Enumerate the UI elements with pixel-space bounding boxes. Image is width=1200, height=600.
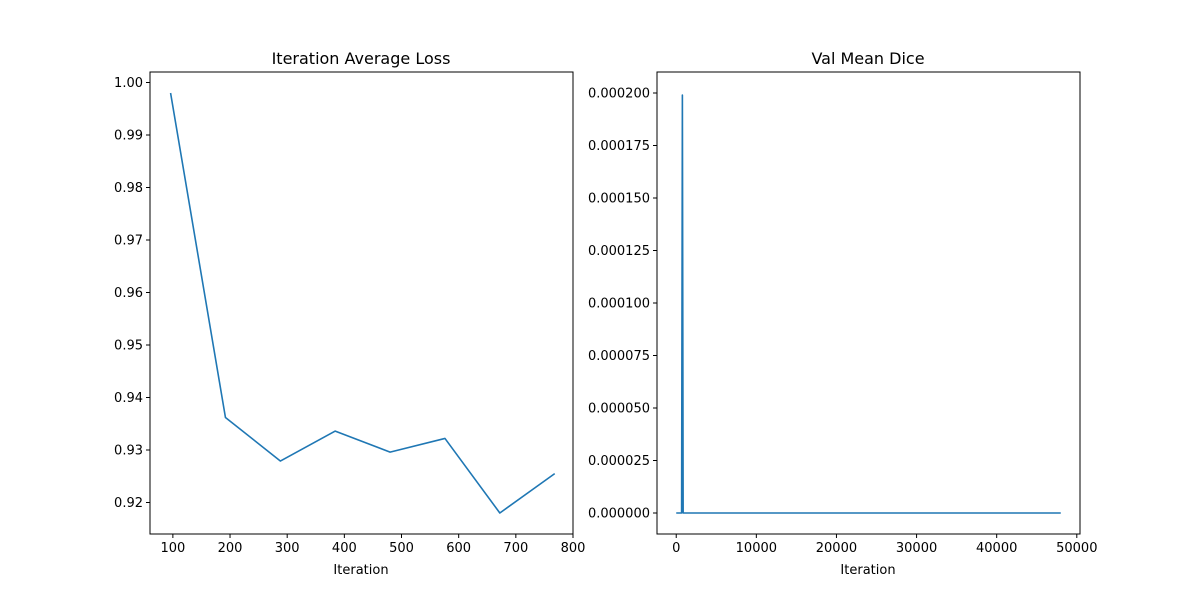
dice-x-tick-label: 40000 — [976, 541, 1017, 556]
loss-y-tick-label: 0.97 — [114, 234, 143, 249]
dice-y-tick-label: 0.000100 — [588, 297, 650, 312]
loss-y-tick-label: 1.00 — [114, 76, 143, 91]
dice-x-tick-label: 50000 — [1056, 541, 1097, 556]
dice-y-axis: 0.000000 0.000025 0.000050 0.000075 0.000100… — [588, 87, 657, 522]
dice-y-tick-label: 0.000050 — [588, 402, 650, 417]
dice-x-tick-label: 0 — [672, 541, 680, 556]
loss-x-tick-label: 300 — [275, 541, 300, 556]
loss-x-tick-label: 800 — [561, 541, 586, 556]
dice-x-tick-label: 30000 — [896, 541, 937, 556]
dice-x-axis-label: Iteration — [840, 563, 895, 578]
dice-y-tick-label: 0.000125 — [588, 244, 650, 259]
loss-x-tick-label: 400 — [332, 541, 357, 556]
loss-plot-frame — [149, 71, 574, 535]
dice-subplot: Val Mean Dice 0 10000 20000 30000 40000 50000… — [588, 49, 1098, 578]
loss-y-tick-label: 0.99 — [114, 129, 143, 144]
loss-chart-title: Iteration Average Loss — [272, 49, 451, 68]
loss-y-tick-label: 0.98 — [114, 181, 143, 196]
loss-x-tick-label: 500 — [389, 541, 414, 556]
loss-series-layer — [169, 92, 556, 514]
dice-series-layer — [676, 94, 1061, 514]
loss-y-tick-label: 0.96 — [114, 286, 143, 301]
loss-series-line — [169, 92, 556, 514]
loss-y-tick-label: 0.93 — [114, 444, 143, 459]
loss-x-tick-label: 700 — [503, 541, 528, 556]
loss-y-axis: 0.92 0.93 0.94 0.95 0.96 0.97 0.98 0.99 1.00 — [114, 76, 150, 511]
loss-x-axis-label: Iteration — [333, 563, 388, 578]
loss-y-tick-label: 0.95 — [114, 339, 143, 354]
dice-series-line — [676, 94, 1061, 514]
loss-subplot: Iteration Average Loss 100 200 300 400 500 60… — [114, 49, 585, 578]
loss-y-tick-label: 0.94 — [114, 391, 143, 406]
dice-y-tick-label: 0.000075 — [588, 349, 650, 364]
dice-x-tick-label: 20000 — [816, 541, 857, 556]
dice-y-tick-label: 0.000150 — [588, 192, 650, 207]
dice-x-tick-label: 10000 — [736, 541, 777, 556]
dice-y-tick-label: 0.000200 — [588, 87, 650, 102]
dice-y-tick-label: 0.000025 — [588, 454, 650, 469]
loss-x-axis: 100 200 300 400 500 600 700 800 — [160, 534, 585, 556]
loss-x-tick-label: 100 — [160, 541, 185, 556]
dice-y-tick-label: 0.000000 — [588, 507, 650, 522]
loss-x-tick-label: 200 — [218, 541, 243, 556]
loss-y-tick-label: 0.92 — [114, 496, 143, 511]
loss-x-tick-label: 600 — [446, 541, 471, 556]
dice-x-axis: 0 10000 20000 30000 40000 50000 — [672, 534, 1097, 556]
dice-y-tick-label: 0.000175 — [588, 139, 650, 154]
dice-chart-title: Val Mean Dice — [811, 49, 924, 68]
